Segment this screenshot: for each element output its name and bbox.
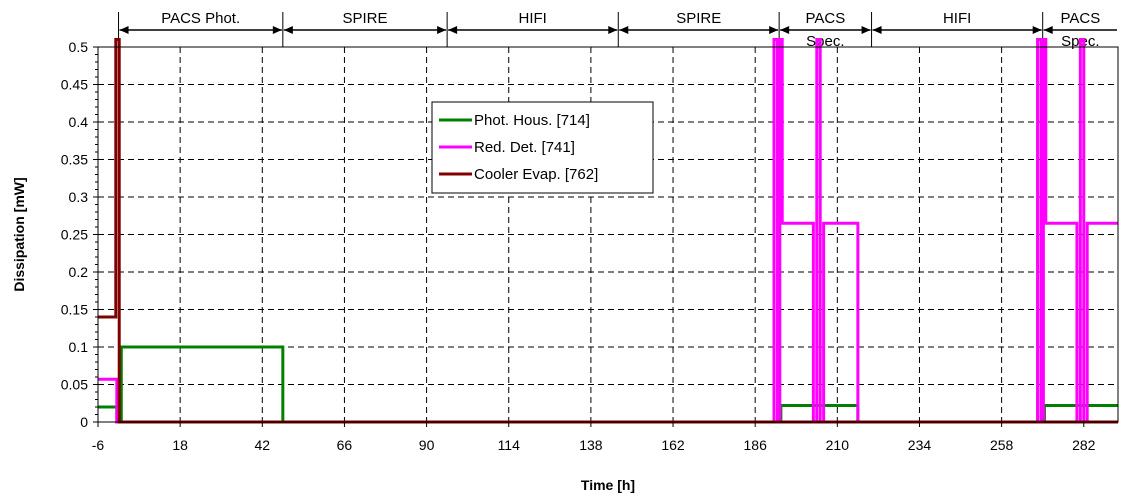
legend-label: Phot. Hous. [714] xyxy=(474,112,590,129)
y-tick-label: 0.1 xyxy=(69,339,89,355)
phase-arrowhead-right xyxy=(1032,26,1042,34)
phase-arrowhead-right xyxy=(272,26,282,34)
x-tick-label: 90 xyxy=(419,437,435,453)
y-tick-label: 0.05 xyxy=(61,377,88,393)
y-tick-label: 0.15 xyxy=(61,302,88,318)
phase-label: SPIRE xyxy=(342,10,387,27)
x-tick-label: 18 xyxy=(172,437,188,453)
x-tick-label: 210 xyxy=(826,437,850,453)
phase-arrowhead-left xyxy=(448,26,458,34)
phase-arrowhead-left xyxy=(283,26,293,34)
y-tick-label: 0.45 xyxy=(61,77,88,93)
phase-arrowhead-left xyxy=(872,26,882,34)
phase-arrowhead-left xyxy=(1043,26,1053,34)
y-tick-label: 0.4 xyxy=(69,114,89,130)
y-tick-label: 0.5 xyxy=(69,39,89,55)
x-tick-label: -6 xyxy=(92,437,105,453)
phase-label: PACS Phot. xyxy=(161,10,240,27)
phase-label: SPIRE xyxy=(676,10,721,27)
phase-label: PACS xyxy=(1060,10,1100,27)
phase-label: PACS xyxy=(805,10,845,27)
x-tick-label: 42 xyxy=(255,437,271,453)
x-tick-label: 258 xyxy=(990,437,1014,453)
y-tick-label: 0.35 xyxy=(61,152,88,168)
phase-arrowhead-left xyxy=(780,26,790,34)
x-axis-ticks: -6 18 42 66 90 114 138 162 186 210 234 258 282 xyxy=(92,422,1096,453)
x-tick-label: 162 xyxy=(661,437,685,453)
phase-label: HIFI xyxy=(519,10,547,27)
x-tick-label: 234 xyxy=(908,437,932,453)
legend: Phot. Hous. [714] Red. Det. [741] Cooler E… xyxy=(431,101,654,194)
phase-arrowhead-left xyxy=(619,26,629,34)
x-tick-label: 66 xyxy=(337,437,353,453)
x-tick-label: 138 xyxy=(579,437,603,453)
y-axis-ticks: 0 0.05 0.1 0.15 0.2 0.25 0.3 0.35 0.4 0.45 0.5 xyxy=(61,39,98,430)
y-tick-label: 0.3 xyxy=(69,189,89,205)
phase-arrowhead-left xyxy=(119,26,129,34)
y-tick-label: 0 xyxy=(80,414,88,430)
phase-arrowhead-right xyxy=(608,26,618,34)
legend-label: Red. Det. [741] xyxy=(474,139,575,156)
legend-label: Cooler Evap. [762] xyxy=(474,166,598,183)
phase-arrowhead-right xyxy=(769,26,779,34)
x-axis-title: Time [h] xyxy=(581,477,635,493)
phase-arrowhead-right xyxy=(437,26,447,34)
y-axis-title: Dissipation [mW] xyxy=(11,177,27,291)
x-tick-label: 186 xyxy=(744,437,768,453)
phase-arrowhead-right xyxy=(861,26,871,34)
x-tick-label: 114 xyxy=(498,437,521,453)
phase-label: HIFI xyxy=(943,10,971,27)
y-tick-label: 0.25 xyxy=(61,227,88,243)
y-tick-label: 0.2 xyxy=(69,264,89,280)
x-tick-label: 282 xyxy=(1072,437,1096,453)
